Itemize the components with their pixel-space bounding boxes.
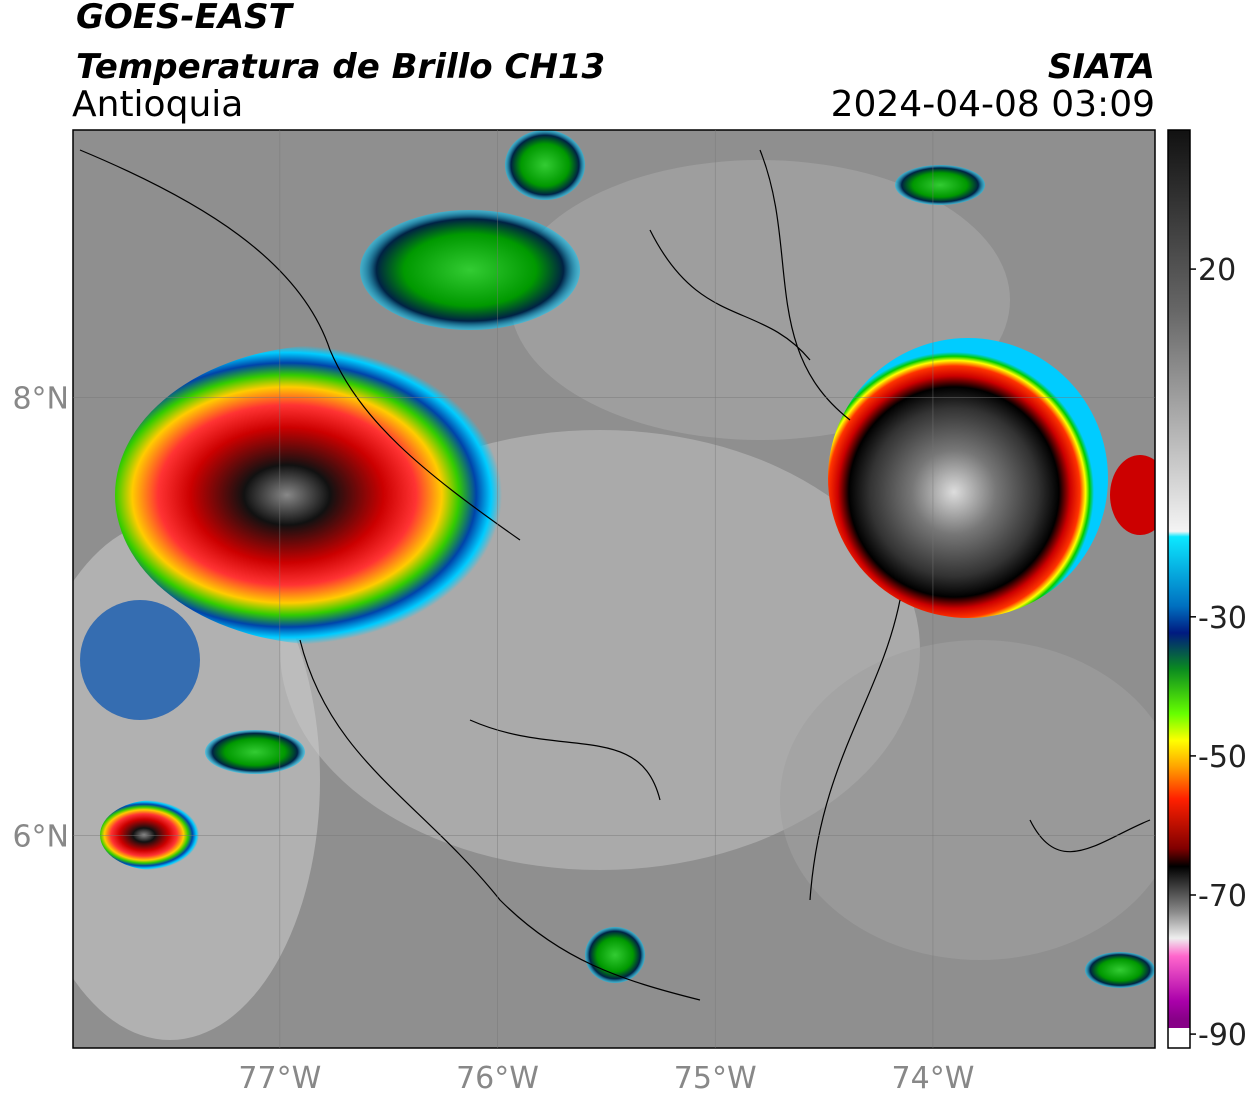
lat-tick-label: 8°N (12, 381, 69, 416)
colorbar-frame (1167, 129, 1191, 1049)
title: GOES-EAST (76, 0, 295, 37)
subtitle: Temperatura de Brillo CH13 (76, 47, 605, 87)
source: SIATA (1048, 47, 1155, 87)
lon-tick-label: 75°W (674, 1061, 757, 1096)
lon-tick-label: 77°W (238, 1061, 321, 1096)
annotations: 77°W 76°W 75°W 74°W 8°N 6°N 20 -30 -50 -70 -90 (12, 130, 1247, 1096)
colorbar-tick-label: -50 (1198, 740, 1247, 775)
colorbar-tick-label: -90 (1198, 1018, 1247, 1053)
datetime: 2024-04-08 03:09 (831, 84, 1155, 125)
colorbar-tick-label: -30 (1198, 601, 1247, 636)
colorbar-extension (1168, 1028, 1190, 1048)
colorbar (1168, 130, 1190, 1028)
colorbar-tick-label: 20 (1198, 253, 1236, 288)
lon-tick-label: 76°W (456, 1061, 539, 1096)
map-frame (72, 129, 1156, 1049)
colorbar-tick-label: -70 (1198, 879, 1247, 914)
lon-tick-label: 74°W (892, 1061, 975, 1096)
lat-tick-label: 6°N (12, 819, 69, 854)
satellite-image (73, 130, 1155, 1048)
region: Antioquia (72, 84, 243, 125)
